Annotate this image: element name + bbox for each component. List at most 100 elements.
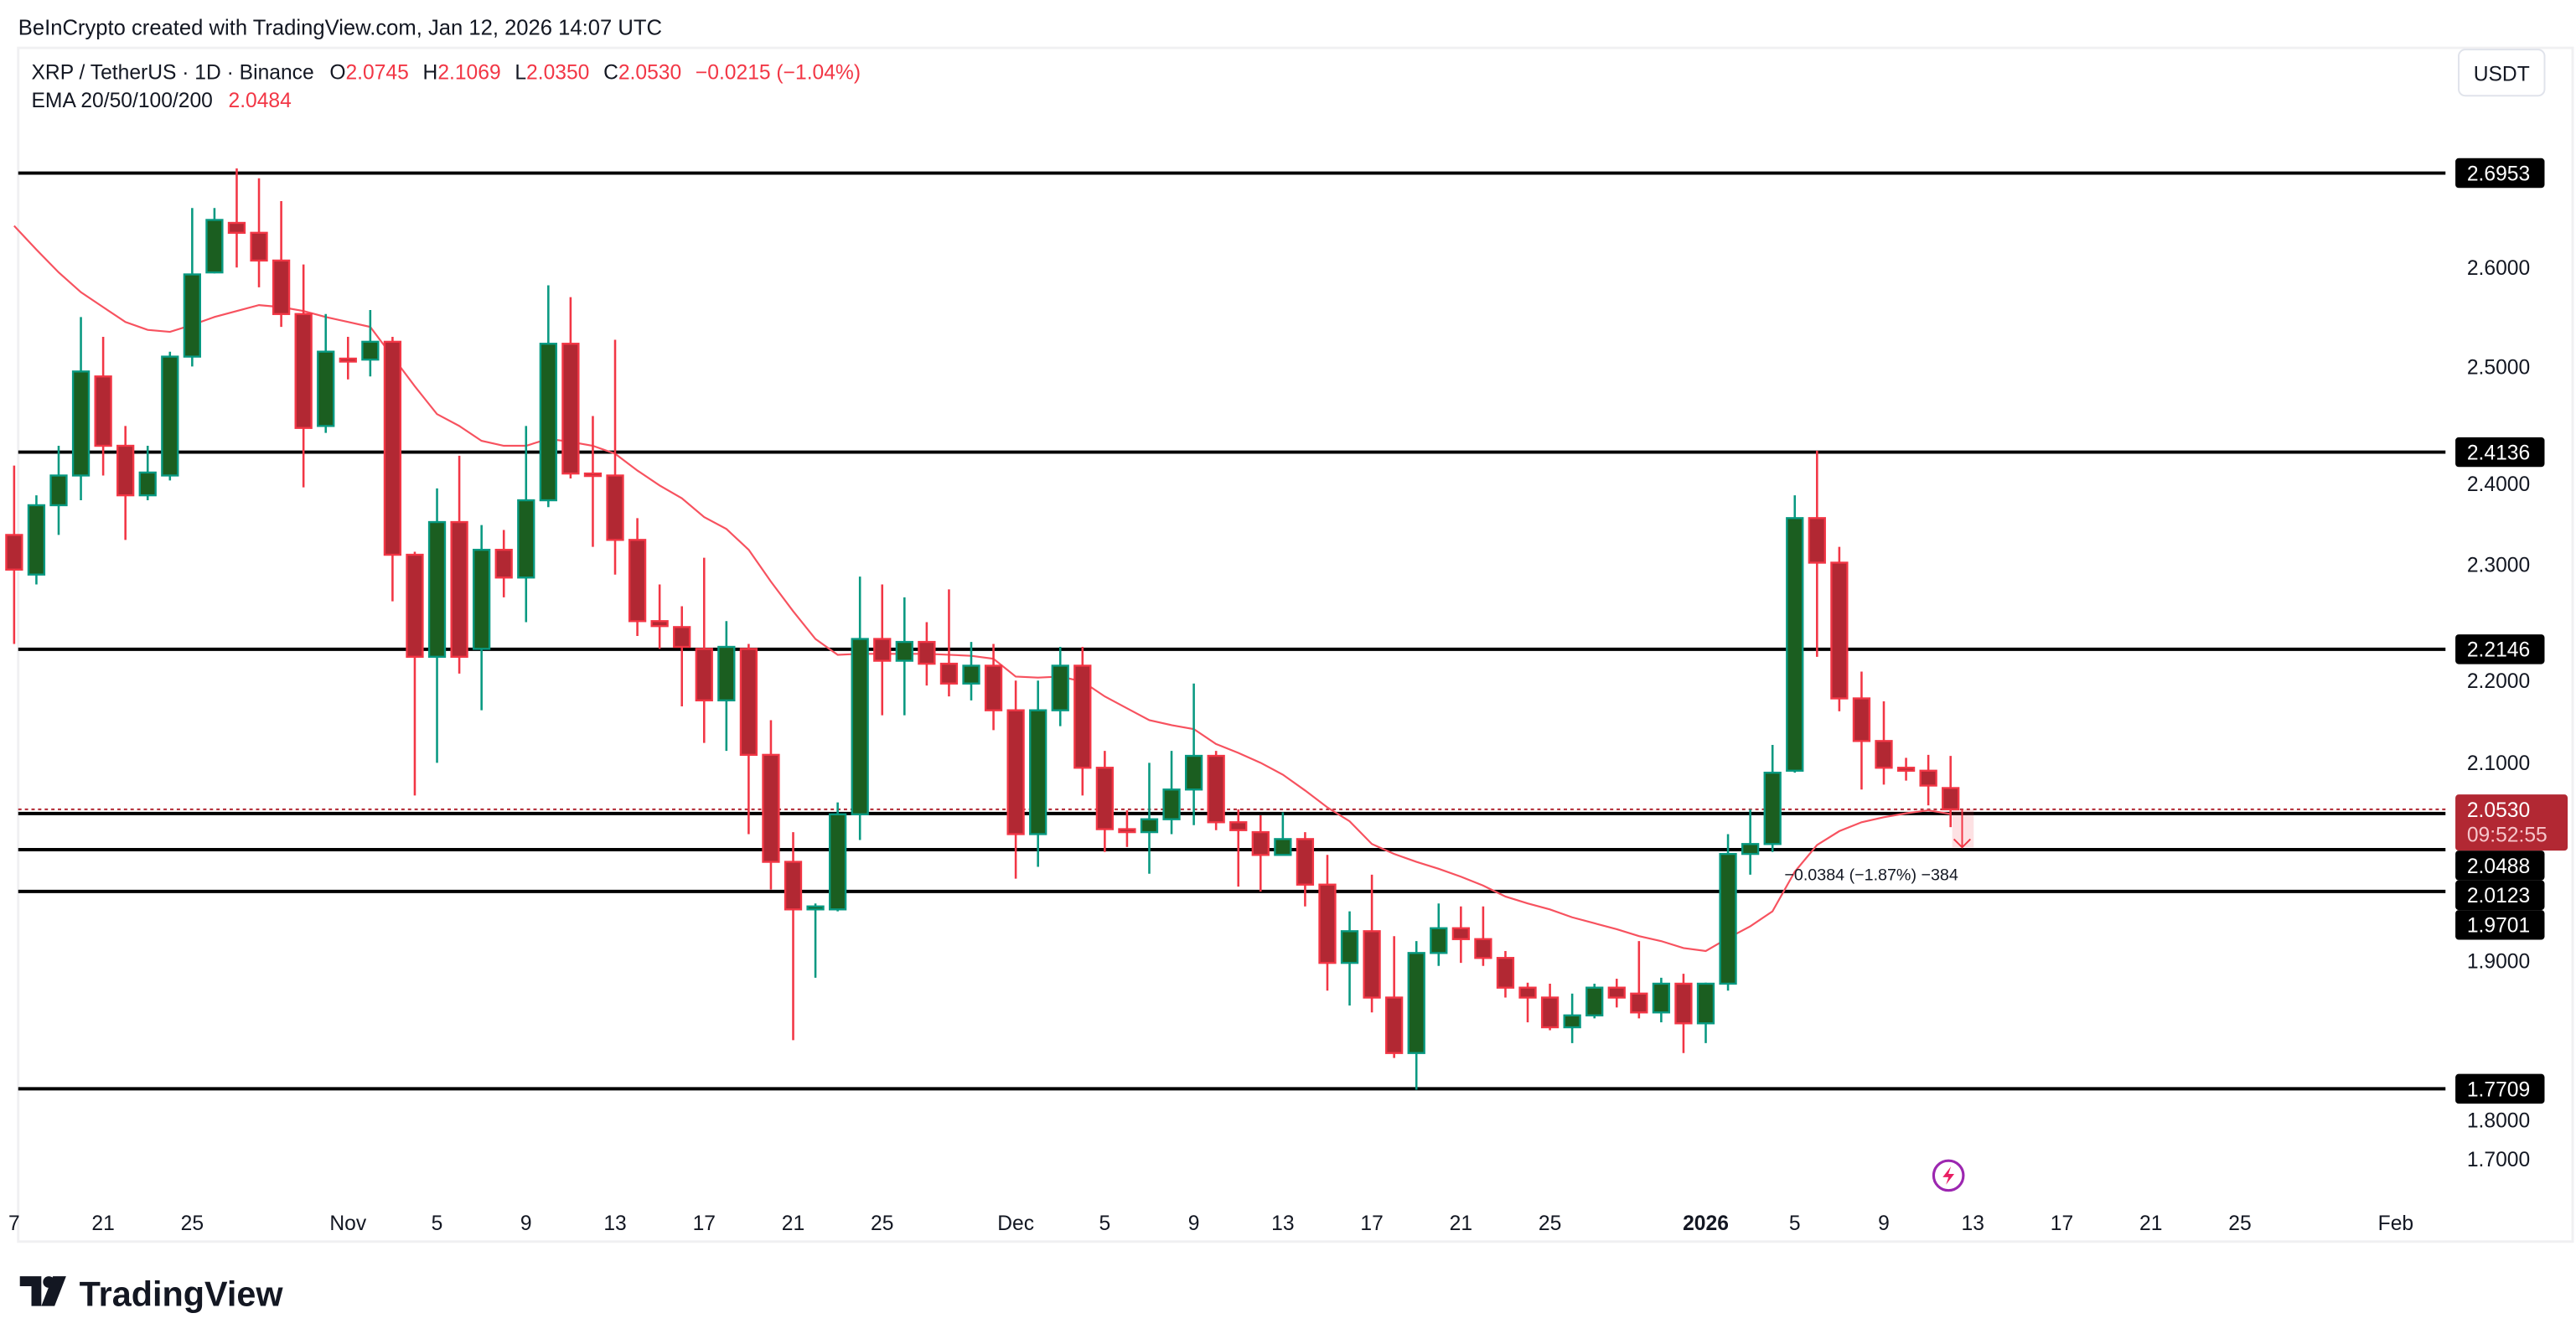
candle[interactable] [49, 446, 68, 535]
candle[interactable] [1006, 680, 1025, 879]
candle[interactable] [1808, 450, 1826, 657]
candle[interactable] [1719, 834, 1737, 991]
candle[interactable] [1118, 810, 1136, 847]
candle[interactable] [1318, 855, 1337, 991]
candle[interactable] [762, 720, 780, 890]
candle[interactable] [1875, 701, 1893, 785]
price-axis[interactable]: 2.6000 2.5000 2.4000 2.3000 2.2000 2.1000 1.90… [2455, 158, 2568, 1171]
candle[interactable] [695, 557, 713, 743]
candle[interactable] [383, 336, 402, 602]
candle[interactable] [427, 488, 447, 763]
candle[interactable] [1162, 751, 1181, 835]
candle[interactable] [851, 576, 869, 840]
candle[interactable] [227, 168, 246, 268]
time-tick-label: 9 [1878, 1212, 1890, 1235]
candle[interactable] [361, 310, 380, 377]
candle[interactable] [116, 426, 135, 540]
candle[interactable] [673, 606, 691, 706]
candle[interactable] [1207, 751, 1225, 830]
candle[interactable] [1296, 832, 1315, 907]
measure-tool[interactable]: −0.0384 (−1.87%) −384 [1784, 809, 1974, 885]
candle[interactable] [1184, 683, 1203, 825]
candle[interactable] [583, 416, 603, 547]
candle[interactable] [1029, 680, 1047, 867]
candle[interactable] [1896, 757, 1916, 781]
candle-body [1830, 561, 1849, 700]
candle[interactable] [895, 597, 913, 716]
candle[interactable] [473, 525, 491, 711]
candle[interactable] [1852, 671, 1871, 790]
candle[interactable] [1563, 993, 1581, 1043]
candle[interactable] [183, 208, 201, 367]
candle[interactable] [450, 455, 468, 674]
candle[interactable] [1830, 546, 1849, 711]
candle[interactable] [784, 832, 803, 1041]
chart-pane[interactable] [17, 46, 2574, 1243]
candle[interactable] [1407, 941, 1425, 1090]
candle-body [1051, 664, 1069, 711]
currency-button[interactable]: USDT [2458, 49, 2546, 97]
candle[interactable] [494, 530, 513, 597]
candle[interactable] [5, 465, 23, 644]
candle[interactable] [272, 200, 291, 328]
candle[interactable] [650, 584, 669, 649]
time-axis[interactable]: 7 21 25 Nov 5 9 13 17 21 25 Dec 5 9 13 17 21 25 2026 5 9 13 1… [8, 1212, 2413, 1235]
candle[interactable] [250, 178, 268, 287]
candle[interactable] [561, 297, 580, 479]
candle[interactable] [806, 903, 825, 978]
candle[interactable] [717, 621, 736, 752]
candle[interactable] [406, 551, 424, 796]
lightning-icon[interactable] [1932, 1159, 1965, 1192]
candle[interactable] [1786, 495, 1804, 773]
candle[interactable] [138, 446, 157, 501]
candle[interactable] [1229, 809, 1248, 887]
candle[interactable] [984, 644, 1003, 731]
candle[interactable] [1630, 941, 1648, 1019]
candle[interactable] [1073, 647, 1092, 796]
candle[interactable] [1140, 763, 1159, 874]
candle[interactable] [1363, 874, 1381, 1013]
candle[interactable] [539, 285, 557, 508]
candle[interactable] [1763, 745, 1782, 852]
candle[interactable] [873, 584, 892, 716]
candle[interactable] [517, 426, 535, 623]
candle[interactable] [1540, 983, 1560, 1031]
candle[interactable] [1741, 809, 1760, 875]
candle[interactable] [739, 644, 758, 835]
candle[interactable] [939, 589, 959, 697]
candle[interactable] [1385, 936, 1404, 1058]
candle[interactable] [1474, 906, 1492, 966]
candle[interactable] [161, 351, 179, 481]
candle[interactable] [1674, 974, 1693, 1053]
candle[interactable] [1652, 977, 1671, 1023]
candle[interactable] [1274, 812, 1292, 856]
candle[interactable] [1696, 982, 1715, 1043]
candle[interactable] [1430, 903, 1448, 966]
candle[interactable] [828, 802, 847, 912]
candle[interactable] [1607, 979, 1626, 1008]
candle[interactable] [1340, 911, 1359, 1006]
candle[interactable] [962, 642, 980, 701]
candle[interactable] [1518, 982, 1537, 1023]
candle[interactable] [1051, 647, 1069, 726]
candle[interactable] [628, 518, 647, 637]
candle[interactable] [918, 622, 936, 686]
candle[interactable] [606, 339, 624, 575]
candle[interactable] [94, 336, 112, 476]
candle[interactable] [1251, 814, 1270, 892]
candle[interactable] [1451, 906, 1470, 964]
candle[interactable] [205, 208, 224, 274]
candle[interactable] [317, 313, 335, 433]
candle[interactable] [1942, 756, 1960, 828]
candle[interactable] [1919, 754, 1937, 806]
level-price-text: 2.6953 [2467, 163, 2530, 185]
candle-body [1652, 982, 1671, 1014]
candle[interactable] [1585, 983, 1604, 1019]
candle[interactable] [1095, 751, 1115, 852]
candle[interactable] [339, 336, 357, 380]
candle[interactable] [1496, 950, 1515, 998]
candle[interactable] [71, 317, 91, 501]
indicator-row[interactable]: EMA 20/50/100/200 2.0484 [32, 90, 292, 112]
candle[interactable] [294, 264, 313, 488]
candle[interactable] [27, 495, 46, 585]
